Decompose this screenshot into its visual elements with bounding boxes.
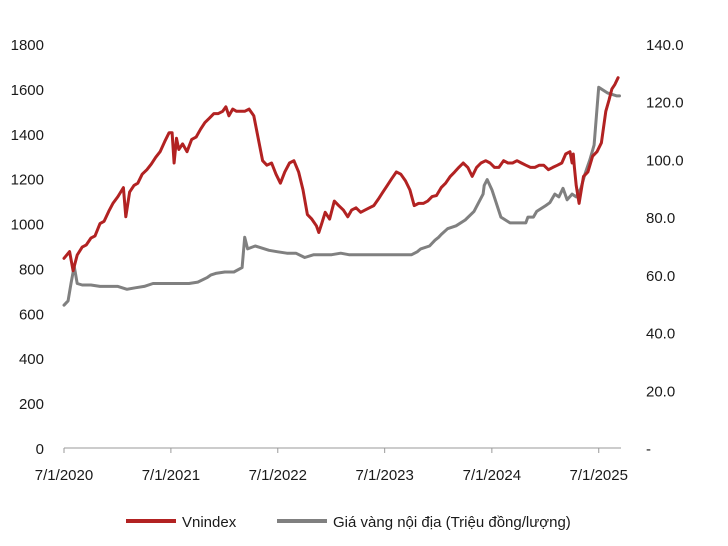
right-y-tick-label: 140.0 [646, 37, 684, 54]
right-y-tick-label: 100.0 [646, 152, 684, 169]
right-y-tick-label: - [646, 441, 651, 458]
x-tick-label: 7/1/2022 [249, 467, 307, 484]
left-y-tick-label: 1600 [11, 82, 44, 99]
x-axis-ticks: 7/1/2020 7/1/2021 7/1/2022 7/1/2023 7/1/2024… [35, 448, 628, 484]
legend: Vnindex Giá vàng nội địa (Triệu đồng/lượ… [126, 514, 571, 531]
legend-label-vnindex: Vnindex [182, 514, 237, 531]
right-y-axis-ticks: - 20.0 40.0 60.0 80.0 100.0 120.0 140.0 [646, 37, 684, 458]
series-line-gold-price [62, 85, 621, 307]
x-tick-label: 7/1/2020 [35, 467, 93, 484]
left-y-tick-label: 0 [36, 441, 44, 458]
right-y-tick-label: 120.0 [646, 95, 684, 112]
right-y-tick-label: 80.0 [646, 210, 675, 227]
right-y-tick-label: 40.0 [646, 326, 675, 343]
legend-label-gold-price: Giá vàng nội địa (Triệu đồng/lượng) [333, 514, 571, 531]
right-y-tick-label: 60.0 [646, 268, 675, 285]
left-y-tick-label: 600 [19, 306, 44, 323]
series-layer [62, 76, 621, 307]
left-y-tick-label: 1400 [11, 127, 44, 144]
legend-item-gold-price: Giá vàng nội địa (Triệu đồng/lượng) [277, 514, 571, 531]
x-tick-label: 7/1/2023 [355, 467, 413, 484]
legend-item-vnindex: Vnindex [126, 514, 237, 531]
left-y-tick-label: 1200 [11, 172, 44, 189]
left-y-axis-ticks: 0 200 400 600 800 1000 1200 1400 1600 1800 [11, 37, 44, 458]
left-y-tick-label: 800 [19, 261, 44, 278]
left-y-tick-label: 1800 [11, 37, 44, 54]
left-y-tick-label: 200 [19, 396, 44, 413]
left-y-tick-label: 400 [19, 351, 44, 368]
series-line-vnindex [62, 76, 620, 273]
x-tick-label: 7/1/2021 [142, 467, 200, 484]
x-tick-label: 7/1/2024 [463, 467, 521, 484]
right-y-tick-label: 20.0 [646, 383, 675, 400]
left-y-tick-label: 1000 [11, 217, 44, 234]
x-tick-label: 7/1/2025 [570, 467, 628, 484]
